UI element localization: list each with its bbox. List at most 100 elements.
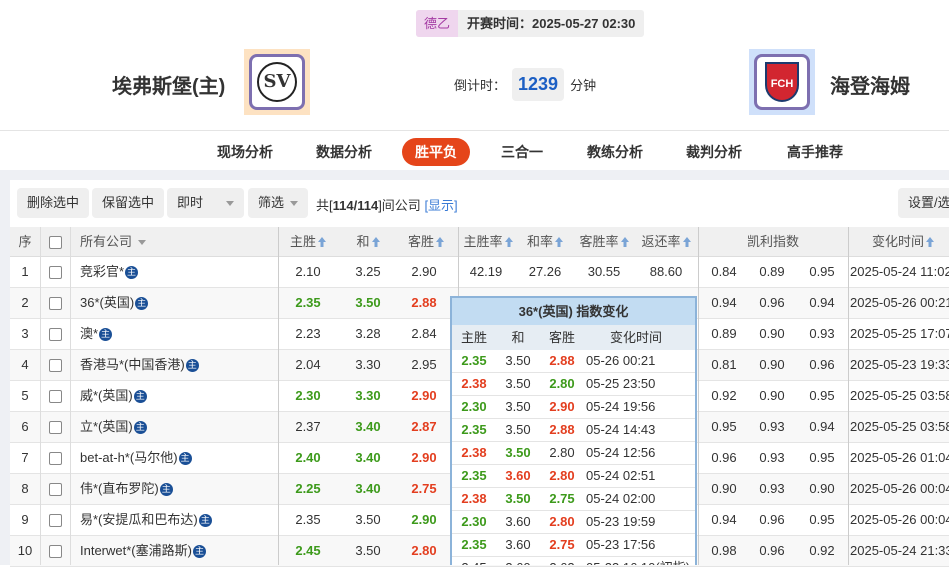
popup-time: 05-24 12:56 [586,445,656,460]
odds-draw[interactable]: 3.40 [355,419,381,434]
row-company[interactable]: 竞彩官* 主 [80,257,139,287]
home-team-name[interactable]: 埃弗斯堡(主) [112,76,226,98]
main-badge-icon: 主 [185,359,199,373]
odds-away[interactable]: 2.90 [411,264,437,279]
company-name: bet-at-h*(马尔他) [80,450,178,465]
header-select-all[interactable] [40,227,70,257]
header-draw-rate[interactable]: 和率 [520,227,570,257]
odds-draw[interactable]: 3.50 [355,512,381,527]
odds-home[interactable]: 2.04 [295,357,321,372]
row-checkbox[interactable] [48,452,62,466]
home-team-logo[interactable]: SV [244,49,310,115]
row-company[interactable]: 伟*(直布罗陀) 主 [80,474,173,504]
delete-selected-button[interactable]: 删除选中 [17,188,90,218]
mode-select[interactable]: 即时 [167,188,244,218]
table-row[interactable]: 9 易*(安提瓜和巴布达) 主 2.35 3.50 2.90 0.94 0.96 0… [10,505,949,536]
row-checkbox-cell[interactable] [40,257,70,287]
header-away[interactable]: 客胜 [398,227,454,257]
row-checkbox[interactable] [48,483,62,497]
divider [0,130,949,131]
table-row[interactable]: 7 bet-at-h*(马尔他) 主 2.40 3.40 2.90 0.96 0.9… [10,443,949,474]
odds-home[interactable]: 2.35 [295,512,321,527]
row-checkbox[interactable] [48,421,62,435]
row-checkbox-cell[interactable] [40,474,70,504]
select-all-checkbox[interactable] [48,236,62,250]
away-team-name[interactable]: 海登海姆 [830,76,910,98]
row-company[interactable]: 威*(英国) 主 [80,381,147,411]
league-tag[interactable]: 德乙 [416,10,459,37]
odds-home[interactable]: 2.23 [295,326,321,341]
row-company[interactable]: Interwet*(塞浦路斯) 主 [80,536,206,566]
tab-three-in-one[interactable]: 三合一 [501,144,543,160]
row-checkbox-cell[interactable] [40,381,70,411]
row-checkbox-cell[interactable] [40,350,70,380]
odds-away[interactable]: 2.90 [411,388,437,403]
tab-data-analysis[interactable]: 数据分析 [316,144,372,160]
odds-away[interactable]: 2.75 [411,481,437,496]
table-row[interactable]: 1 竞彩官* 主 2.10 3.25 2.90 42.19 27.26 30.55 … [10,257,949,288]
row-checkbox[interactable] [48,328,62,342]
odds-away[interactable]: 2.84 [411,326,437,341]
row-checkbox[interactable] [48,297,62,311]
odds-draw[interactable]: 3.40 [355,481,381,496]
odds-home[interactable]: 2.45 [295,543,321,558]
tab-expert-picks[interactable]: 高手推荐 [787,144,843,160]
odds-home[interactable]: 2.25 [295,481,321,496]
row-company[interactable]: 香港马*(中国香港) 主 [80,350,199,380]
row-company[interactable]: bet-at-h*(马尔他) 主 [80,443,192,473]
odds-away[interactable]: 2.90 [411,512,437,527]
row-company[interactable]: 立*(英国) 主 [80,412,147,442]
odds-draw[interactable]: 3.50 [355,543,381,558]
odds-away[interactable]: 2.95 [411,357,437,372]
row-checkbox-cell[interactable] [40,319,70,349]
odds-draw[interactable]: 3.30 [355,357,381,372]
row-checkbox-cell[interactable] [40,288,70,318]
tab-coach-analysis[interactable]: 教练分析 [587,144,643,160]
odds-draw[interactable]: 3.28 [355,326,381,341]
row-checkbox[interactable] [48,359,62,373]
odds-draw[interactable]: 3.30 [355,388,381,403]
odds-away[interactable]: 2.90 [411,450,437,465]
row-company[interactable]: 澳* 主 [80,319,113,349]
row-checkbox[interactable] [48,514,62,528]
keep-selected-button[interactable]: 保留选中 [92,188,165,218]
popup-header: 主胜 和 客胜 变化时间 [452,325,695,350]
header-draw[interactable]: 和 [340,227,396,257]
show-link[interactable]: [显示] [424,198,458,213]
odds-away[interactable]: 2.87 [411,419,437,434]
tab-live-analysis[interactable]: 现场分析 [217,144,273,160]
tab-1x2[interactable]: 胜平负 [402,138,470,166]
odds-home[interactable]: 2.30 [295,388,321,403]
row-checkbox[interactable] [48,390,62,404]
header-company[interactable]: 所有公司 [80,227,147,257]
row-checkbox[interactable] [48,545,62,559]
row-checkbox-cell[interactable] [40,536,70,566]
row-company[interactable]: 36*(英国) 主 [80,288,149,318]
popup-row: 2.35 3.50 2.88 05-24 14:43 [452,419,695,442]
row-checkbox-cell[interactable] [40,443,70,473]
row-seq: 5 [21,388,29,403]
header-home[interactable]: 主胜 [280,227,336,257]
row-checkbox[interactable] [48,266,62,280]
header-home-rate[interactable]: 主胜率 [460,227,516,257]
header-return-rate[interactable]: 返还率 [637,227,695,257]
odds-away[interactable]: 2.80 [411,543,437,558]
popup-time: 05-24 02:51 [586,468,656,483]
odds-home[interactable]: 2.35 [295,295,321,310]
odds-draw[interactable]: 3.40 [355,450,381,465]
odds-home[interactable]: 2.40 [295,450,321,465]
odds-draw[interactable]: 3.50 [355,295,381,310]
odds-draw[interactable]: 3.25 [355,264,381,279]
settings-button[interactable]: 设置/选 [898,188,949,218]
header-time[interactable]: 变化时间 [848,227,949,257]
odds-home[interactable]: 2.37 [295,419,321,434]
odds-away[interactable]: 2.88 [411,295,437,310]
row-checkbox-cell[interactable] [40,412,70,442]
row-checkbox-cell[interactable] [40,505,70,535]
odds-home[interactable]: 2.10 [295,264,321,279]
away-team-logo[interactable]: FCH [749,49,815,115]
tab-referee-analysis[interactable]: 裁判分析 [686,144,742,160]
row-company[interactable]: 易*(安提瓜和巴布达) 主 [80,505,212,535]
header-away-rate[interactable]: 客胜率 [576,227,632,257]
filter-button[interactable]: 筛选 [248,188,309,218]
